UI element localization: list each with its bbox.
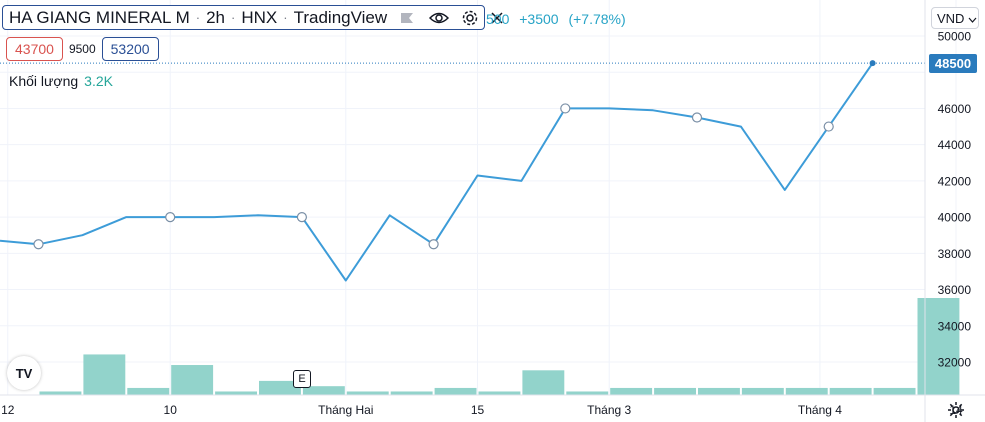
spread-value: 9500 — [68, 42, 96, 56]
earnings-event-marker[interactable]: E — [293, 370, 311, 388]
symbol-name: HA GIANG MINERAL M — [9, 7, 190, 27]
volume-bar — [610, 387, 653, 395]
price-line-layer — [0, 60, 925, 282]
chevron-down-icon — [968, 11, 977, 26]
last-point-dot — [869, 60, 876, 67]
volume-bar — [39, 391, 82, 395]
volume-bar — [259, 380, 301, 395]
price-tick-label: 46000 — [938, 102, 972, 116]
price-tick-label: 38000 — [938, 247, 972, 261]
volume-bar — [127, 387, 170, 395]
close-icon[interactable] — [491, 11, 503, 24]
volume-bar — [566, 391, 609, 395]
time-tick-label: Tháng Hai — [318, 403, 373, 417]
volume-bar — [741, 387, 784, 395]
volume-bar — [346, 391, 389, 395]
price-tick-label: 32000 — [938, 356, 972, 370]
volume-bar — [654, 387, 696, 395]
price-tick-label: 44000 — [938, 138, 972, 152]
volume-bar — [917, 298, 960, 395]
price-tick-label: 36000 — [938, 283, 972, 297]
volume-bar — [390, 391, 433, 395]
volume-bar — [171, 365, 214, 395]
grid-lines — [0, 0, 957, 395]
volume-bar — [478, 391, 521, 395]
volume-bar — [215, 391, 257, 395]
data-point-marker — [823, 121, 834, 132]
volume-bar — [434, 387, 477, 395]
exchange-label: HNX — [241, 7, 278, 27]
volume-bars — [39, 298, 960, 395]
tradingview-logo-icon[interactable]: TV — [7, 356, 41, 390]
time-tick-label: Tháng 3 — [587, 403, 631, 417]
gear-icon[interactable] — [946, 400, 966, 420]
title-separator: · — [283, 10, 288, 25]
ask-price-box[interactable]: 53200 — [101, 37, 159, 61]
interval-label: 2h — [206, 7, 225, 27]
source-label: TradingView — [293, 7, 388, 27]
volume-bar — [785, 387, 828, 395]
data-point-marker — [296, 212, 307, 223]
quote-row: 43700 9500 53200 — [6, 37, 159, 61]
title-separator: · — [195, 10, 201, 25]
time-tick-label: 15 — [471, 403, 485, 417]
volume-bar — [302, 386, 345, 395]
time-axis[interactable]: 12 10 Tháng Hai 15 Tháng 3 Tháng 4 14 — [0, 394, 985, 417]
title-separator: · — [231, 10, 236, 25]
bid-price-box[interactable]: 43700 — [6, 37, 63, 61]
eye-icon[interactable] — [429, 11, 450, 25]
price-tick-label: 42000 — [938, 174, 972, 188]
flag-icon[interactable] — [399, 11, 415, 25]
symbol-title-box[interactable]: HA GIANG MINERAL M · 2h · HNX · TradingV… — [2, 5, 503, 30]
currency-label: VND — [937, 10, 965, 26]
data-point-marker — [33, 239, 44, 250]
time-tick-label: Tháng 4 — [798, 403, 842, 417]
last-price-tag: 48500 — [929, 54, 977, 73]
volume-bar — [522, 370, 565, 395]
volume-bar — [873, 387, 916, 395]
time-tick-label: 10 — [164, 403, 178, 417]
price-tick-label: 50000 — [938, 30, 972, 44]
data-point-marker — [691, 112, 703, 123]
data-point-marker — [560, 103, 571, 114]
volume-bar — [698, 387, 740, 395]
price-tick-label: 40000 — [938, 211, 972, 225]
price-tick-label: 34000 — [938, 319, 972, 333]
settings-icon[interactable] — [461, 9, 479, 27]
price-axis[interactable]: 32000 34000 36000 38000 40000 42000 44000 46000… — [924, 0, 972, 422]
time-tick-label: 12 — [1, 403, 15, 417]
volume-bar — [83, 354, 126, 395]
data-point-marker — [428, 239, 439, 250]
volume-bar — [829, 387, 872, 395]
currency-selector[interactable]: VND — [931, 7, 979, 29]
data-point-marker — [165, 212, 176, 223]
time-tick-label: 14 — [949, 403, 963, 417]
